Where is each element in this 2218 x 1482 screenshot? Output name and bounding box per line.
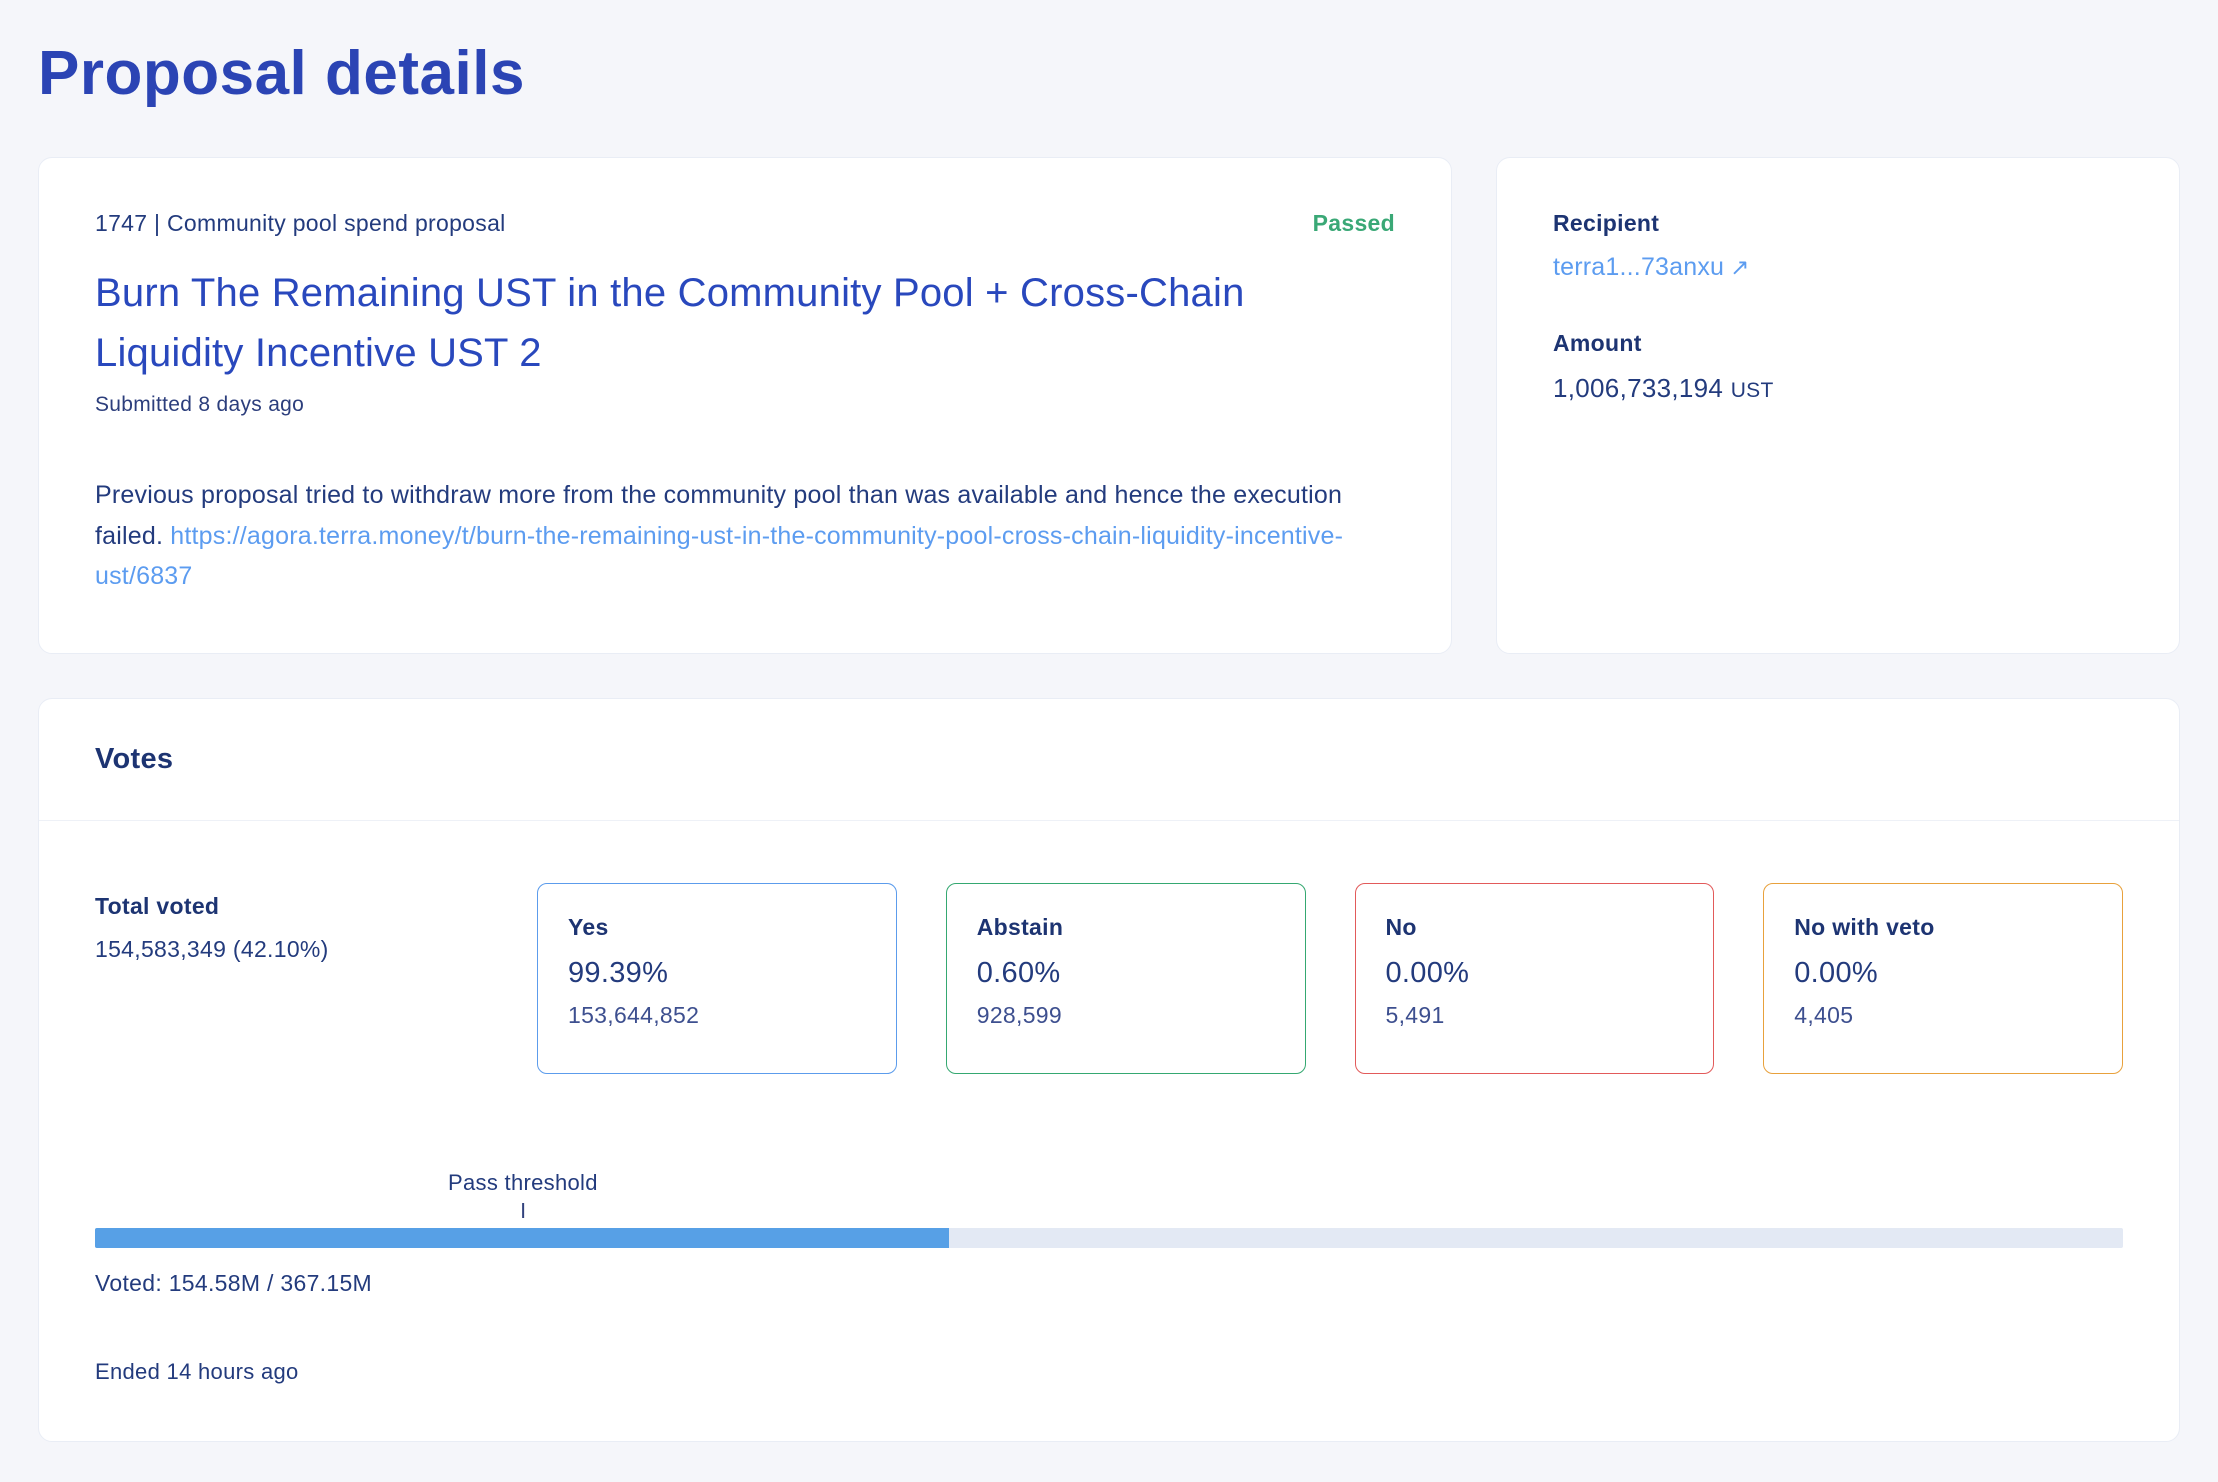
total-voted-value: 154,583,349 (42.10%): [95, 935, 329, 962]
progress-fill: [95, 1227, 949, 1248]
submitted-timestamp: Submitted 8 days ago: [95, 393, 305, 416]
recipient-label: Recipient: [1553, 210, 1660, 236]
vote-box-no: No 0.00% 5,491: [1354, 882, 1715, 1074]
proposal-id-and-type: 1747 | Community pool spend proposal: [95, 210, 506, 236]
vote-option-label: Yes: [568, 913, 609, 940]
recipient-address: terra1...73anxu: [1553, 253, 1725, 281]
amount-unit: UST: [1730, 379, 1774, 402]
proposal-description: Previous proposal tried to withdraw more…: [95, 475, 1385, 597]
vote-option-percent: 99.39%: [568, 956, 669, 989]
vote-option-percent: 0.00%: [1794, 956, 1878, 989]
pass-threshold-label: Pass threshold: [448, 1169, 598, 1195]
total-voted-label: Total voted: [95, 892, 220, 919]
amount-number: 1,006,733,194: [1553, 373, 1724, 403]
votes-card-header: Votes: [39, 699, 2179, 821]
vote-option-label: No: [1385, 913, 1417, 940]
votes-summary-row: Total voted 154,583,349 (42.10%) Yes 99.…: [95, 882, 2123, 1074]
recipient-address-link[interactable]: terra1...73anxu ↗: [1553, 253, 1750, 282]
vote-box-yes: Yes 99.39% 153,644,852: [537, 882, 897, 1074]
vote-option-count: 5,491: [1385, 1001, 1445, 1028]
external-link-icon: ↗: [1730, 254, 1750, 280]
agora-link[interactable]: https://agora.terra.money/t/burn-the-rem…: [95, 521, 1344, 591]
description-text: Previous proposal tried to withdraw more…: [95, 481, 1343, 550]
vote-box-no-with-veto: No with veto 0.00% 4,405: [1763, 882, 2123, 1074]
vote-option-label: No with veto: [1794, 913, 1935, 940]
proposal-card: 1747 | Community pool spend proposal Pas…: [38, 157, 1452, 654]
vote-option-count: 4,405: [1794, 1001, 1854, 1028]
pass-threshold-tick: [521, 1202, 524, 1218]
vote-option-count: 928,599: [976, 1001, 1062, 1028]
votes-card: Votes Total voted 154,583,349 (42.10%) Y…: [38, 697, 2180, 1442]
top-row: 1747 | Community pool spend proposal Pas…: [38, 157, 2180, 654]
votes-card-body: Total voted 154,583,349 (42.10%) Yes 99.…: [39, 821, 2179, 1441]
vote-option-percent: 0.60%: [976, 956, 1061, 989]
pass-threshold-wrap: Pass threshold: [95, 1170, 2123, 1228]
vote-option-count: 153,644,852: [568, 1001, 700, 1028]
vote-box-abstain: Abstain 0.60% 928,599: [945, 882, 1306, 1074]
voted-ratio-text: Voted: 154.58M / 367.15M: [95, 1269, 373, 1296]
vote-progress-track: [95, 1227, 2123, 1248]
page-title: Proposal details: [38, 39, 525, 108]
vote-option-label: Abstain: [976, 913, 1064, 940]
total-voted-block: Total voted 154,583,349 (42.10%): [95, 883, 488, 963]
proposal-title: Burn The Remaining UST in the Community …: [95, 271, 1245, 375]
status-badge: Passed: [1312, 210, 1395, 236]
ended-timestamp: Ended 14 hours ago: [95, 1358, 299, 1384]
vote-option-boxes: Yes 99.39% 153,644,852 Abstain 0.60% 928…: [537, 882, 2123, 1074]
recipient-amount-card: Recipient terra1...73anxu ↗ Amount 1,006,…: [1496, 157, 2180, 654]
threshold-marker: Pass threshold: [448, 1170, 598, 1218]
vote-option-percent: 0.00%: [1385, 956, 1470, 989]
votes-title: Votes: [95, 742, 174, 775]
amount-value: 1,006,733,194 UST: [1553, 373, 2123, 404]
amount-label: Amount: [1553, 330, 1642, 356]
proposal-header: 1747 | Community pool spend proposal Pas…: [95, 210, 1395, 237]
